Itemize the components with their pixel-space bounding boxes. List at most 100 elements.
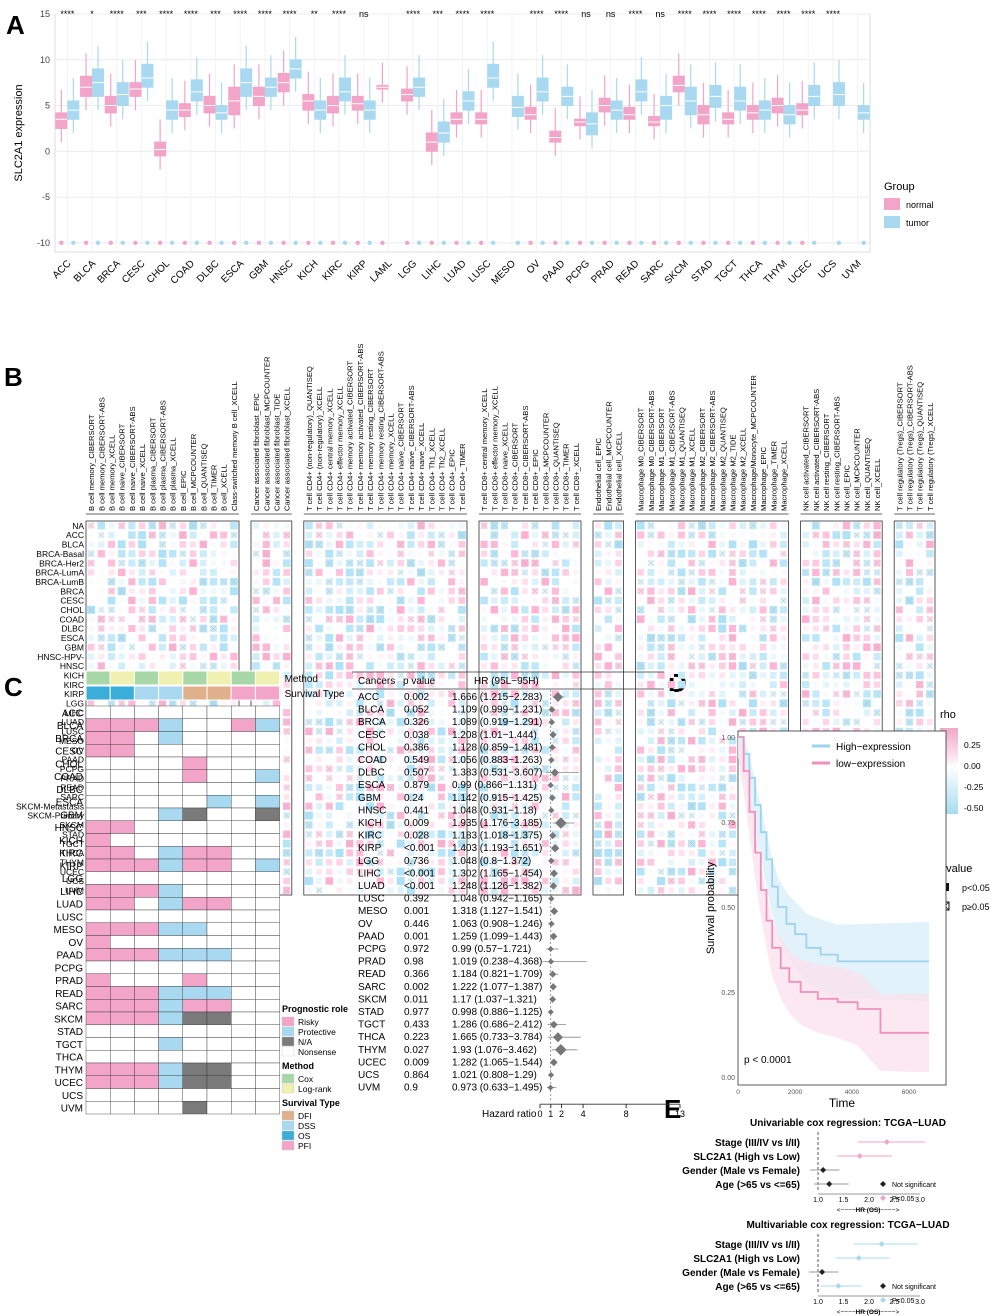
heatmap-cell (689, 728, 695, 734)
cox-x-tick-label: 1.5 (839, 1299, 849, 1306)
heatmap-cell (668, 690, 675, 697)
heatmap-cell (357, 523, 363, 529)
heatmap-cell (500, 830, 509, 839)
prognosis-cell (255, 948, 280, 962)
heatmap-cross (306, 635, 312, 641)
prognosis-cell (158, 1101, 184, 1115)
heatmap-cross (874, 709, 880, 716)
heatmap-cell (448, 671, 456, 679)
forest-p-value: 0.011 (404, 994, 429, 1005)
heatmap-cell (386, 578, 395, 586)
forest-cancer-label: PCPG (358, 944, 387, 955)
prognosis-cell (182, 973, 208, 987)
legend-key (880, 1297, 886, 1303)
heatmap-cell (149, 560, 156, 567)
heatmap-cross (719, 775, 725, 781)
heatmap-cell (438, 625, 445, 632)
heatmap-cross (377, 700, 383, 707)
heatmap-cell (325, 821, 333, 829)
box-normal (475, 112, 488, 125)
prognosis-cell (134, 1075, 159, 1089)
heatmap-cross (605, 597, 611, 604)
forest-hr-text: 1.665 (0.733−3.784) (452, 1032, 542, 1043)
heatmap-cross (449, 569, 455, 576)
heatmap-cross (813, 532, 819, 538)
heatmap-cell (896, 569, 903, 576)
heatmap-cell (108, 559, 115, 567)
heatmap-cell (678, 560, 685, 566)
heatmap-cross (377, 859, 383, 865)
heatmap-cell (438, 868, 445, 876)
forest-p-value: 0.879 (404, 780, 429, 791)
heatmap-cell (377, 551, 383, 557)
heatmap-cell (367, 719, 374, 725)
heatmap-cell (272, 577, 281, 586)
heatmap-cross (854, 607, 860, 613)
heatmap-cell (315, 690, 323, 698)
heatmap-cell (769, 662, 777, 670)
forest-cancer-label: TGCT (358, 1020, 385, 1031)
heatmap-row-label: LUAD (61, 717, 84, 727)
prognosis-cell (85, 909, 111, 923)
heatmap-cell (283, 522, 290, 529)
prognosis-cell (255, 1050, 280, 1064)
prognosis-cell (206, 884, 232, 898)
heatmap-cell (823, 691, 829, 697)
heatmap-cross (780, 700, 787, 707)
forest-point (549, 882, 558, 890)
heatmap-cell (407, 531, 415, 539)
heatmap-cell (367, 775, 373, 781)
heatmap-cross (843, 691, 850, 697)
heatmap-cell (283, 541, 290, 548)
heatmap-cell (709, 840, 715, 847)
heatmap-cell (728, 821, 737, 829)
heatmap-cross (336, 635, 343, 641)
heatmap-cross (481, 747, 487, 753)
forest-cancer-label: LGG (358, 856, 379, 867)
heatmap-cell (862, 577, 871, 586)
heatmap-cell (367, 578, 374, 585)
heatmap-cell (230, 521, 238, 530)
heatmap-cross (917, 681, 923, 688)
heatmap-cell (531, 681, 539, 689)
heatmap-cell (480, 559, 488, 567)
heatmap-cell (521, 803, 528, 810)
heatmap-cross (253, 597, 259, 604)
legend-label: P<0.05 (892, 1298, 914, 1305)
heatmap-cell (572, 522, 580, 530)
heatmap-cell (315, 681, 323, 689)
significance-label: **** (455, 9, 470, 19)
cancer-row-label: THYM (55, 1065, 83, 1076)
heatmap-cell (594, 550, 602, 557)
heatmap-cross (377, 560, 383, 566)
heatmap-cell (448, 877, 455, 885)
heatmap-cell (668, 765, 675, 772)
heatmap-cell (678, 522, 685, 530)
heatmap-cell (448, 699, 456, 707)
heatmap-cell (552, 663, 559, 669)
heatmap-cross (729, 868, 736, 875)
heatmap-column-label: T cell CD8+_XCELL (572, 443, 581, 511)
forest-p-value: 0.24 (404, 793, 424, 804)
prognosis-cell (85, 782, 111, 796)
heatmap-cell (118, 653, 125, 660)
legend-label: Log-rank (298, 1084, 332, 1094)
heatmap-cell (190, 541, 197, 548)
heatmap-cell (552, 887, 559, 894)
prognosis-cell (206, 1050, 232, 1064)
heatmap-cell (562, 569, 569, 576)
outlier-point (836, 240, 842, 246)
heatmap-cross (377, 644, 383, 650)
heatmap-cell (408, 644, 414, 650)
prognosis-cell (255, 756, 280, 770)
heatmap-cross (563, 607, 569, 613)
forest-hr-text: 1.063 (0.908−1.246) (452, 919, 542, 930)
heatmap-cross (108, 607, 115, 613)
heatmap-cell (780, 531, 787, 539)
heatmap-cell (262, 643, 270, 651)
heatmap-cell (418, 728, 424, 735)
heatmap-cell (500, 849, 509, 857)
heatmap-cell (437, 559, 446, 567)
cancer-row-label: BLCA (57, 721, 83, 732)
heatmap-cell (594, 625, 602, 632)
